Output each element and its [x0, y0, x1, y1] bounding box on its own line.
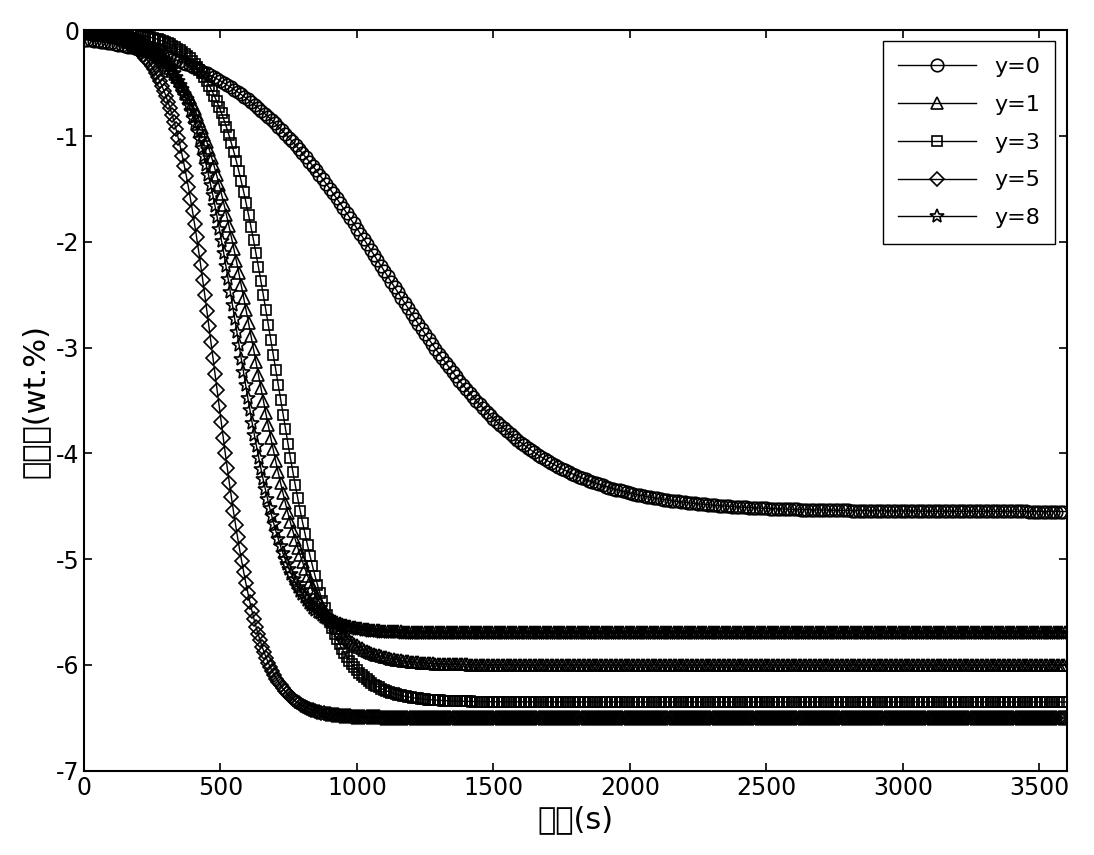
Legend: y=0, y=1, y=3, y=5, y=8: y=0, y=1, y=3, y=5, y=8 [883, 41, 1056, 244]
y=5 [1011, 713, 1024, 723]
y=8 [1006, 628, 1020, 639]
y=0 [1019, 506, 1032, 516]
y=3 [78, 26, 91, 36]
y=8 [824, 628, 837, 639]
y=5 [795, 713, 808, 723]
y=1 [543, 660, 556, 670]
y=1 [1006, 660, 1020, 670]
X-axis label: 时间(s): 时间(s) [537, 805, 614, 834]
Line: y=5: y=5 [79, 27, 1071, 722]
y=5 [78, 27, 91, 37]
Line: y=8: y=8 [77, 25, 1073, 640]
y=3 [1006, 697, 1020, 707]
y=0 [411, 318, 424, 328]
Y-axis label: 放氢量(wt.%): 放氢量(wt.%) [21, 323, 50, 478]
y=5 [543, 713, 556, 723]
y=1 [795, 660, 808, 670]
y=0 [824, 505, 837, 516]
y=5 [1006, 713, 1020, 723]
y=3 [824, 697, 837, 707]
y=0 [543, 457, 556, 467]
y=3 [411, 693, 424, 704]
y=1 [411, 657, 424, 668]
y=1 [1060, 660, 1073, 670]
y=8 [1019, 628, 1032, 639]
y=3 [1019, 697, 1032, 707]
y=8 [1060, 628, 1073, 639]
y=3 [795, 697, 808, 707]
y=8 [411, 628, 424, 638]
Line: y=0: y=0 [78, 33, 1073, 518]
y=0 [1060, 506, 1073, 516]
y=1 [78, 27, 91, 38]
y=0 [795, 504, 808, 515]
y=5 [1019, 713, 1032, 723]
y=1 [1019, 660, 1032, 670]
y=5 [824, 713, 837, 723]
y=0 [1006, 506, 1020, 516]
y=0 [78, 34, 91, 44]
y=8 [1058, 628, 1071, 639]
Line: y=3: y=3 [79, 27, 1071, 707]
y=5 [411, 713, 424, 723]
y=8 [543, 628, 556, 639]
Line: y=1: y=1 [79, 27, 1072, 670]
y=8 [78, 27, 91, 37]
y=3 [1060, 697, 1073, 707]
y=3 [543, 697, 556, 707]
y=1 [824, 660, 837, 670]
y=8 [795, 628, 808, 639]
y=5 [1060, 713, 1073, 723]
